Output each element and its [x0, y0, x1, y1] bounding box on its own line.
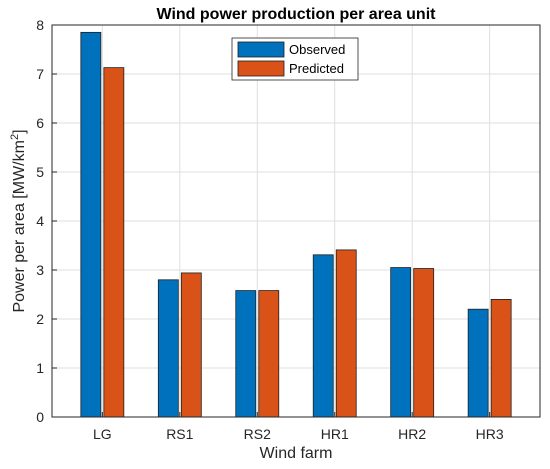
bar-observed-hr2 — [390, 267, 412, 418]
y-tick-label: 5 — [36, 164, 44, 180]
y-tick-label: 7 — [36, 66, 44, 82]
y-tick-label: 2 — [36, 311, 44, 327]
bar-observed-hr1 — [312, 254, 334, 418]
y-tick-label: 0 — [36, 409, 44, 425]
y-tick-label: 1 — [36, 360, 44, 376]
x-tick-label: RS1 — [166, 426, 193, 442]
legend-label-predicted: Predicted — [289, 61, 344, 76]
bar-observed-hr3 — [467, 308, 489, 418]
y-axis-ticks: 0 1 2 3 4 5 6 7 8 — [36, 17, 57, 425]
y-tick-label: 6 — [36, 115, 44, 131]
bar-predicted-hr2 — [413, 268, 435, 418]
y-axis-label: Power per area [MW/km2] — [9, 129, 28, 312]
y-tick-label: 3 — [36, 262, 44, 278]
bar-predicted-hr3 — [490, 298, 512, 418]
y-axis-label-main: Power per area [MW/km — [11, 140, 28, 312]
bars-group — [80, 31, 512, 418]
bar-predicted-hr1 — [335, 249, 357, 418]
x-axis-label: Wind farm — [260, 445, 333, 462]
bar-observed-lg — [80, 31, 102, 418]
bar-predicted-rs1 — [180, 272, 202, 418]
legend-swatch-predicted — [237, 60, 285, 77]
bar-predicted-rs2 — [258, 290, 280, 418]
x-tick-label: RS2 — [244, 426, 271, 442]
x-tick-label: LG — [93, 426, 112, 442]
y-axis-label-superscript: 2 — [9, 134, 21, 140]
x-tick-label: HR2 — [398, 426, 426, 442]
y-tick-label: 8 — [36, 17, 44, 33]
bar-predicted-lg — [103, 67, 125, 418]
chart-title: Wind power production per area unit — [157, 6, 437, 23]
grid-lines — [52, 24, 540, 418]
legend-swatch-observed — [237, 41, 285, 58]
bar-observed-rs2 — [235, 290, 257, 418]
bar-observed-rs1 — [157, 279, 179, 418]
x-tick-label: HR1 — [321, 426, 349, 442]
x-axis-ticks: LG RS1 RS2 HR1 HR2 HR3 — [93, 412, 504, 442]
y-tick-label: 4 — [36, 213, 44, 229]
x-tick-label: HR3 — [476, 426, 504, 442]
legend: Observed Predicted — [231, 37, 359, 81]
y-axis-label-tail: ] — [11, 129, 28, 133]
legend-label-observed: Observed — [289, 42, 345, 57]
